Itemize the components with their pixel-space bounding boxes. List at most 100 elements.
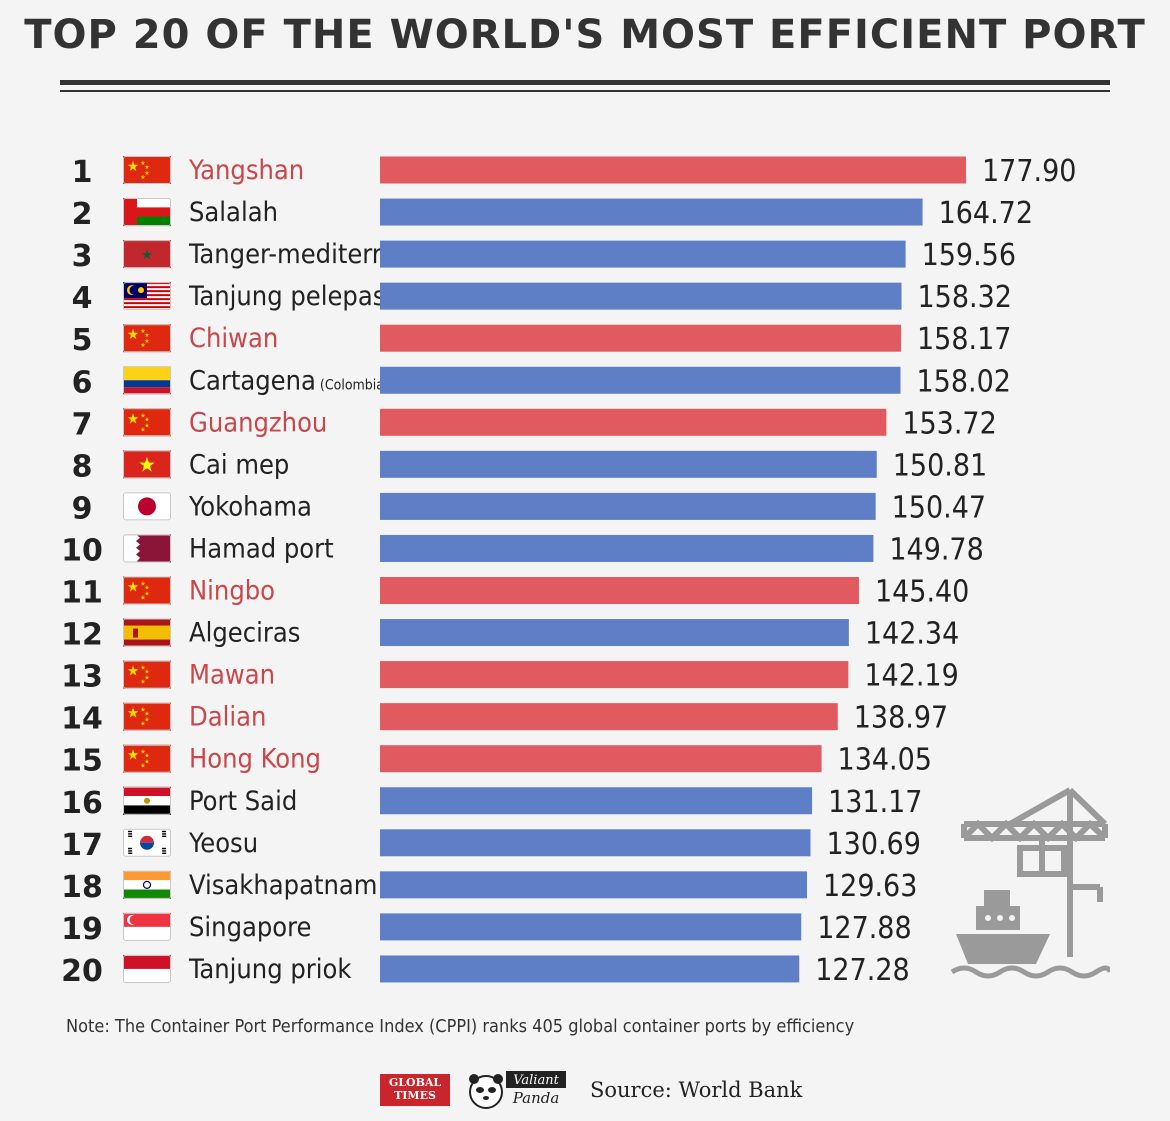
svg-text:★: ★ [141, 248, 153, 263]
port-name-label: Tanjung priok [188, 954, 351, 985]
rank-label: 17 [61, 828, 103, 863]
rank-label: 8 [72, 449, 93, 484]
port-name-label: Dalian [189, 702, 266, 733]
bar [380, 661, 849, 689]
svg-text:★: ★ [140, 721, 145, 728]
footnote: Note: The Container Port Performance Ind… [66, 1016, 855, 1037]
bar [380, 955, 800, 983]
bar [380, 787, 813, 815]
rank-label: 19 [61, 912, 103, 947]
flag-china-icon: ★ ★★★★ [123, 408, 171, 437]
svg-text:★: ★ [144, 753, 149, 760]
flag-indonesia-icon [123, 954, 171, 983]
svg-text:★: ★ [144, 422, 149, 429]
global-times-logo: GLOBAL TIMES [380, 1074, 450, 1106]
svg-text:★: ★ [127, 327, 140, 343]
svg-text:★: ★ [140, 581, 145, 588]
port-name-label: Yangshan [188, 155, 304, 186]
value-label: 150.47 [892, 490, 986, 525]
svg-text:★: ★ [144, 669, 149, 676]
value-label: 149.78 [889, 532, 983, 567]
svg-text:★: ★ [144, 416, 149, 423]
port-crane-ship-icon [950, 787, 1110, 979]
flag-spain-icon [123, 618, 171, 647]
bar [380, 871, 807, 899]
svg-text:★: ★ [144, 711, 149, 718]
svg-text:★: ★ [144, 585, 149, 592]
bar [380, 240, 906, 268]
chart-title: TOP 20 OF THE WORLD'S MOST EFFICIENT POR… [24, 12, 1146, 58]
port-name-label: Cartagena (Colombia) [189, 365, 389, 396]
value-label: 158.02 [917, 364, 1011, 399]
valiant-panda-logo: Valiant Panda [469, 1071, 566, 1109]
value-label: 159.56 [922, 238, 1016, 273]
source-credit: Source: World Bank [590, 1078, 803, 1102]
value-label: 127.28 [815, 953, 909, 988]
svg-text:★: ★ [140, 595, 145, 602]
svg-text:★: ★ [140, 665, 145, 672]
svg-text:★: ★ [140, 426, 145, 433]
flag-egypt-icon [123, 786, 171, 815]
bar [380, 913, 802, 941]
svg-text:★: ★ [127, 580, 140, 596]
flag-china-icon: ★ ★★★★ [123, 702, 171, 731]
flag-colombia-icon [123, 366, 171, 395]
svg-text:★: ★ [127, 706, 140, 722]
flag-china-icon: ★ ★★★★ [123, 156, 171, 184]
rank-label: 6 [72, 365, 93, 400]
rank-label: 12 [61, 618, 103, 653]
port-name-label: Yokohama [188, 491, 312, 522]
flag-qatar-icon [123, 534, 171, 563]
rank-label: 20 [61, 954, 103, 989]
flag-china-icon: ★ ★★★★ [123, 324, 171, 353]
svg-text:★: ★ [140, 412, 145, 419]
svg-text:★: ★ [144, 338, 149, 345]
rank-label: 4 [72, 281, 93, 316]
value-label: 129.63 [823, 869, 917, 904]
svg-text:★: ★ [144, 164, 149, 171]
svg-text:★: ★ [140, 160, 145, 167]
flag-china-icon: ★ ★★★★ [123, 660, 171, 689]
value-label: 138.97 [854, 701, 948, 736]
port-name-label: Mawan [189, 660, 275, 691]
title-rule-thick [60, 80, 1110, 85]
port-name-label: Hong Kong [189, 744, 321, 775]
port-name-label: Guangzhou [189, 407, 327, 438]
port-name-label: Algeciras [189, 618, 300, 649]
svg-text:★: ★ [144, 759, 149, 766]
svg-text:★: ★ [140, 679, 145, 686]
value-label: 158.17 [917, 322, 1011, 357]
value-label: 142.19 [864, 659, 958, 694]
value-label: 164.72 [939, 196, 1033, 231]
svg-text:★: ★ [138, 452, 156, 476]
port-name-label: Cai mep [189, 449, 289, 480]
svg-text:★: ★ [144, 170, 149, 177]
flag-china-icon: ★ ★★★★ [123, 576, 171, 605]
value-label: 150.81 [893, 448, 987, 483]
port-name-label: Tanjung pelepas [188, 281, 385, 312]
value-label: 153.72 [902, 406, 996, 441]
svg-text:★: ★ [144, 675, 149, 682]
svg-text:★: ★ [127, 748, 140, 764]
flag-india-icon [123, 870, 171, 899]
panda-logo-line2: Panda [512, 1089, 560, 1107]
panda-logo-line1: Valiant [513, 1073, 559, 1088]
bar [380, 198, 923, 226]
rank-label: 15 [61, 744, 103, 779]
value-label: 130.69 [826, 827, 920, 862]
rank-label: 7 [72, 407, 93, 442]
flag-singapore-icon [123, 912, 171, 941]
svg-text:★: ★ [127, 664, 140, 680]
flag-japan-icon [123, 492, 171, 521]
flag-malaysia-icon [123, 282, 171, 311]
bar [380, 324, 902, 352]
flag-oman-icon [123, 198, 171, 227]
svg-text:★: ★ [144, 332, 149, 339]
rank-label: 18 [61, 870, 103, 905]
value-label: 134.05 [838, 743, 932, 778]
svg-text:★: ★ [144, 591, 149, 598]
value-label: 158.32 [918, 280, 1012, 315]
bar [380, 577, 859, 604]
svg-text:★: ★ [127, 159, 140, 175]
svg-text:★: ★ [144, 717, 149, 724]
